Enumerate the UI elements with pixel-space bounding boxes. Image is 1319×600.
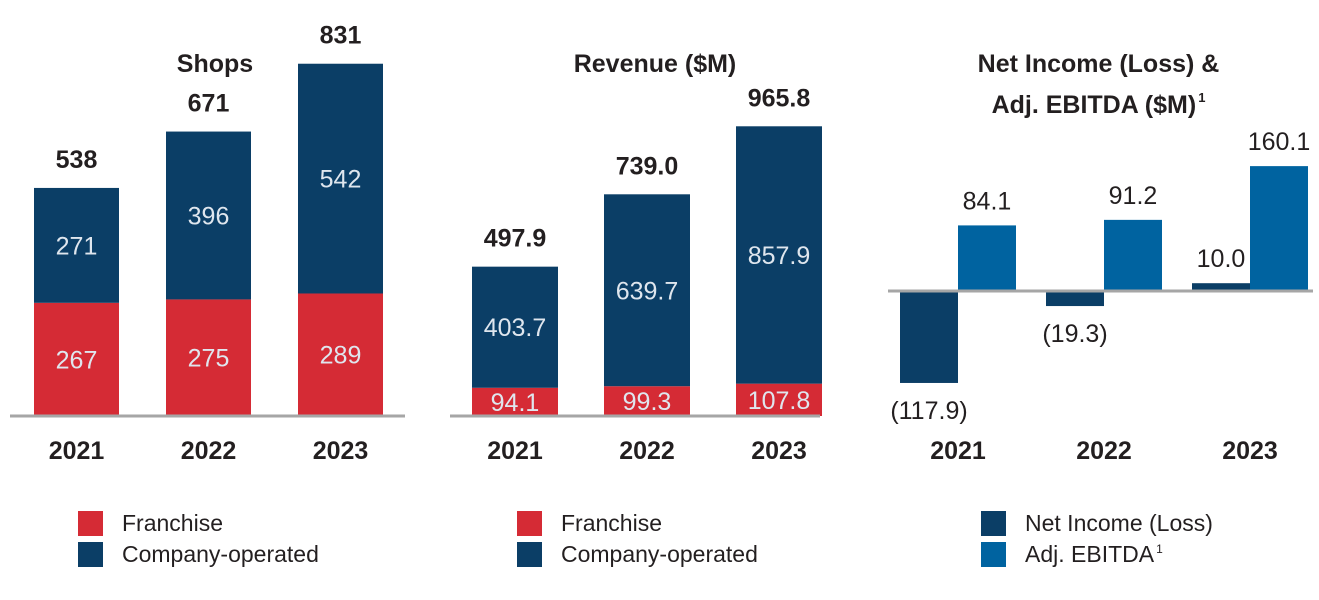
legend-label-franchise: Franchise: [122, 510, 223, 536]
legend-label-company-operated: Company-operated: [561, 541, 758, 567]
legend-label-adj-ebitda: Adj. EBITDA 1: [1025, 541, 1163, 568]
net-income-ebitda-chart-title: Net Income (Loss) & Adj. EBITDA ($M) 1: [878, 48, 1319, 122]
shops-panel: Shops 267 271 538 2021 275 396 671 2022 289 542 83…: [0, 0, 430, 600]
bar-label-net-income-2021: (117.9): [890, 397, 967, 425]
revenue-chart: 94.1 403.7 497.9 2021 99.3 639.7 739.0 2022 107.…: [450, 84, 822, 465]
bar-adj-ebitda-2021: [958, 225, 1016, 291]
x-tick-2023: 2023: [751, 437, 807, 465]
bar-label-company-operated-2023: 542: [320, 166, 362, 194]
x-tick-2022: 2022: [619, 437, 675, 465]
bar-franchise-2022: [604, 386, 690, 416]
legend-label-adj-ebitda-text: Adj. EBITDA: [1025, 541, 1155, 567]
total-label-2022: 739.0: [616, 152, 679, 180]
bar-label-franchise-2023: 289: [320, 342, 362, 370]
bar-label-company-operated-2021: 271: [56, 232, 98, 260]
shops-chart: 267 271 538 2021 275 396 671 2022 289 542 831 2023: [10, 22, 405, 465]
total-label-2021: 538: [56, 146, 98, 174]
total-label-2021: 497.9: [484, 225, 547, 253]
bar-franchise-2021: [34, 302, 119, 416]
bar-label-adj-ebitda-2023: 160.1: [1248, 128, 1311, 156]
legend-footnote: 1: [1156, 542, 1163, 556]
bar-label-company-operated-2023: 857.9: [748, 242, 811, 270]
bar-label-net-income-2022: (19.3): [1042, 320, 1107, 348]
bar-company-operated-2023: [736, 126, 822, 384]
total-label-2022: 671: [188, 90, 230, 118]
bar-net-income-2022: [1046, 291, 1104, 307]
bar-net-income-2023: [1192, 283, 1250, 291]
bar-company-operated-2023: [298, 63, 383, 294]
revenue-chart-title: Revenue ($M): [573, 50, 737, 78]
net-income-ebitda-chart: (117.9) 84.1 2021 (19.3) 91.2 2022 10.0 160.1 20…: [888, 128, 1313, 465]
legend-label-net-income: Net Income (Loss): [1025, 510, 1213, 536]
net-income-swatch: [981, 511, 1006, 536]
bar-franchise-2023: [298, 293, 383, 416]
bar-company-operated-2022: [166, 131, 251, 300]
x-tick-2021: 2021: [49, 437, 105, 465]
adj-ebitda-swatch: [981, 542, 1006, 567]
total-label-2023: 831: [320, 22, 362, 50]
legend-label-company-operated: Company-operated: [122, 541, 319, 567]
x-tick-2023: 2023: [313, 437, 369, 465]
bar-label-franchise-2022: 275: [188, 345, 230, 373]
bar-label-franchise-2022: 99.3: [623, 388, 672, 416]
x-tick-2021: 2021: [487, 437, 543, 465]
bar-net-income-2021: [900, 291, 958, 383]
bar-adj-ebitda-2022: [1104, 219, 1162, 291]
bar-company-operated-2021: [472, 266, 558, 388]
bar-label-company-operated-2022: 639.7: [616, 277, 679, 305]
bar-label-franchise-2021: 267: [56, 346, 98, 374]
bar-label-net-income-2023: 10.0: [1197, 245, 1246, 273]
revenue-panel: Revenue ($M) 94.1 403.7 497.9 2021 99.3 639.7…: [440, 0, 870, 600]
x-tick-2022: 2022: [1076, 437, 1132, 465]
shops-chart-title: Shops: [176, 50, 254, 78]
company-operated-swatch: [517, 542, 542, 567]
bar-label-franchise-2021: 94.1: [491, 389, 540, 417]
title-footnote: 1: [1198, 90, 1206, 105]
bar-company-operated-2021: [34, 187, 119, 303]
x-tick-2021: 2021: [930, 437, 986, 465]
bar-label-franchise-2023: 107.8: [748, 387, 811, 415]
bar-franchise-2023: [736, 383, 822, 416]
title-line-2: Adj. EBITDA ($M): [991, 91, 1197, 119]
bar-franchise-2021: [472, 387, 558, 416]
title-line-1: Net Income (Loss) &: [977, 50, 1220, 78]
bar-franchise-2022: [166, 299, 251, 416]
legend-label-franchise: Franchise: [561, 510, 662, 536]
x-tick-2022: 2022: [181, 437, 237, 465]
bar-company-operated-2022: [604, 194, 690, 387]
bar-label-adj-ebitda-2022: 91.2: [1109, 182, 1158, 210]
total-label-2023: 965.8: [748, 84, 811, 112]
company-operated-swatch: [78, 542, 103, 567]
bar-label-adj-ebitda-2021: 84.1: [963, 187, 1012, 215]
bar-label-company-operated-2022: 396: [188, 202, 230, 230]
bar-label-company-operated-2021: 403.7: [484, 314, 547, 342]
net-income-ebitda-panel: Net Income (Loss) & Adj. EBITDA ($M) 1 (1…: [878, 0, 1319, 600]
bar-adj-ebitda-2023: [1250, 166, 1308, 291]
franchise-swatch: [78, 511, 103, 536]
franchise-swatch: [517, 511, 542, 536]
x-tick-2023: 2023: [1222, 437, 1278, 465]
